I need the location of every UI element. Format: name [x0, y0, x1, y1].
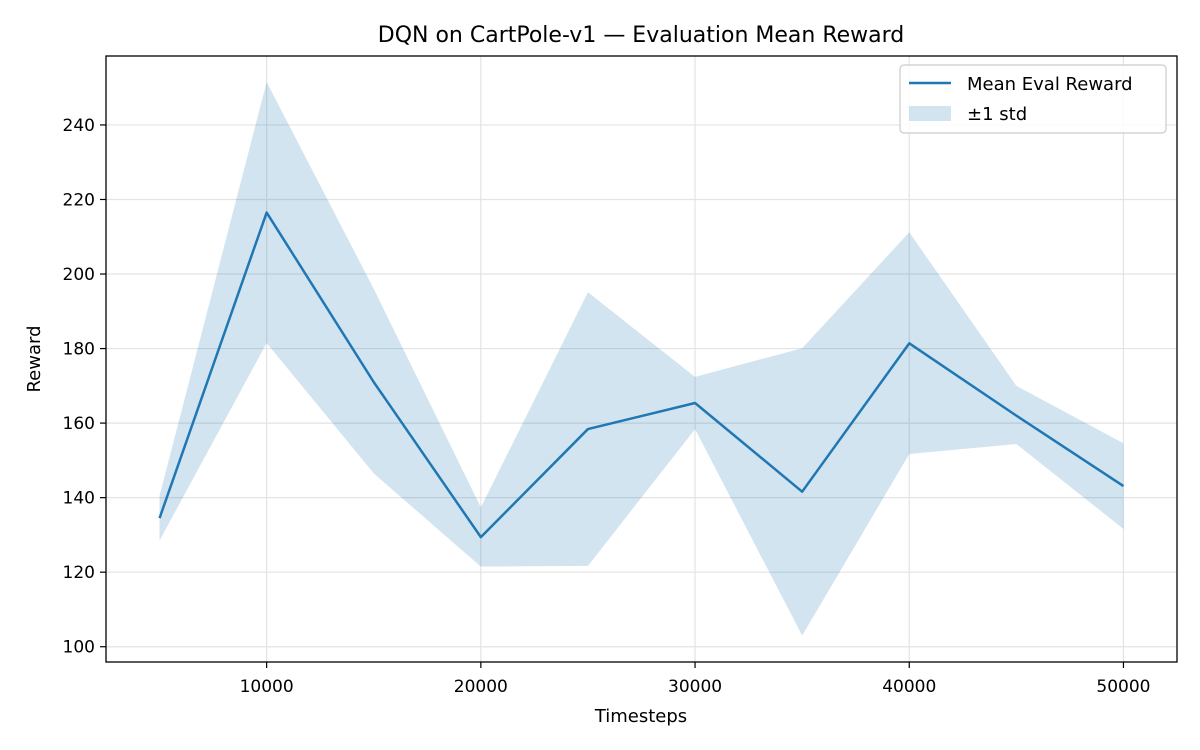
legend-label-std: ±1 std	[967, 104, 1027, 125]
std-band-layer	[159, 82, 1124, 636]
y-axis-ticks: 100 120 140 160 180 200 220 240	[63, 116, 106, 658]
legend-box	[899, 64, 1167, 134]
x-tick-label: 40000	[882, 677, 936, 697]
y-tick-label: 140	[63, 489, 95, 509]
x-tick-label: 50000	[1096, 677, 1150, 697]
x-tick-label: 30000	[668, 677, 722, 697]
y-tick-label: 100	[63, 638, 95, 658]
x-axis-ticks: 10000 20000 30000 40000 50000	[240, 662, 1150, 697]
data-point	[1014, 414, 1018, 418]
x-axis-label: Timesteps	[594, 706, 687, 727]
x-tick-label: 10000	[240, 677, 294, 697]
legend-label-mean: Mean Eval Reward	[967, 74, 1133, 95]
legend-band-swatch	[909, 106, 951, 121]
y-axis-label: Reward	[24, 325, 45, 392]
y-tick-label: 120	[63, 563, 95, 583]
series-layer	[158, 211, 1125, 539]
data-point	[907, 341, 911, 345]
legend: Mean Eval Reward ±1 std	[899, 64, 1167, 134]
plot-frame	[105, 55, 1178, 663]
y-tick-label: 220	[63, 190, 95, 210]
data-point	[586, 427, 590, 431]
x-tick-label: 20000	[454, 677, 508, 697]
std-band	[159, 82, 1124, 636]
chart-title: DQN on CartPole-v1 — Evaluation Mean Rew…	[378, 23, 905, 48]
data-point	[158, 516, 162, 520]
y-tick-label: 180	[63, 340, 95, 360]
y-tick-label: 160	[63, 414, 95, 434]
data-point	[265, 211, 269, 215]
y-tick-label: 200	[63, 265, 95, 285]
data-point	[372, 380, 376, 384]
data-point	[479, 535, 483, 539]
series-line-mean-eval-reward	[158, 211, 1125, 539]
y-tick-label: 240	[63, 116, 95, 136]
data-point	[1121, 484, 1125, 488]
data-point	[800, 490, 804, 494]
data-point	[693, 401, 697, 405]
